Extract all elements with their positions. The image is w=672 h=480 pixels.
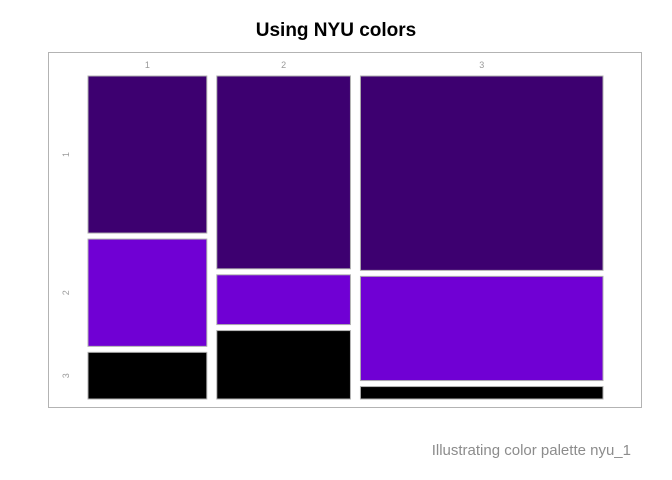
mosaic-cell-col3-row1 xyxy=(359,75,604,271)
mosaic-cell-col2-row1 xyxy=(216,75,351,270)
row-tick-label: 3 xyxy=(61,373,71,378)
chart-caption: Illustrating color palette nyu_1 xyxy=(431,442,631,459)
mosaic-cells xyxy=(87,75,604,400)
column-tick-label: 3 xyxy=(479,60,484,70)
row-tick-label: 2 xyxy=(61,290,71,295)
mosaic-cell-col1-row1 xyxy=(87,75,208,234)
mosaic-cell-col3-row2 xyxy=(359,275,604,382)
mosaic-cell-col1-row3 xyxy=(87,351,208,400)
plot-frame xyxy=(48,52,642,408)
mosaic-cell-col2-row3 xyxy=(216,330,351,400)
chart-title: Using NYU colors xyxy=(255,20,417,41)
tick-labels: 1 2 3 1 2 3 xyxy=(61,60,484,378)
column-tick-label: 2 xyxy=(281,60,286,70)
column-tick-label: 1 xyxy=(145,60,150,70)
row-tick-label: 1 xyxy=(61,152,71,157)
mosaic-cell-col2-row2 xyxy=(216,274,351,326)
mosaic-cell-col3-row3 xyxy=(359,386,604,400)
mosaic-cell-col1-row2 xyxy=(87,238,208,347)
